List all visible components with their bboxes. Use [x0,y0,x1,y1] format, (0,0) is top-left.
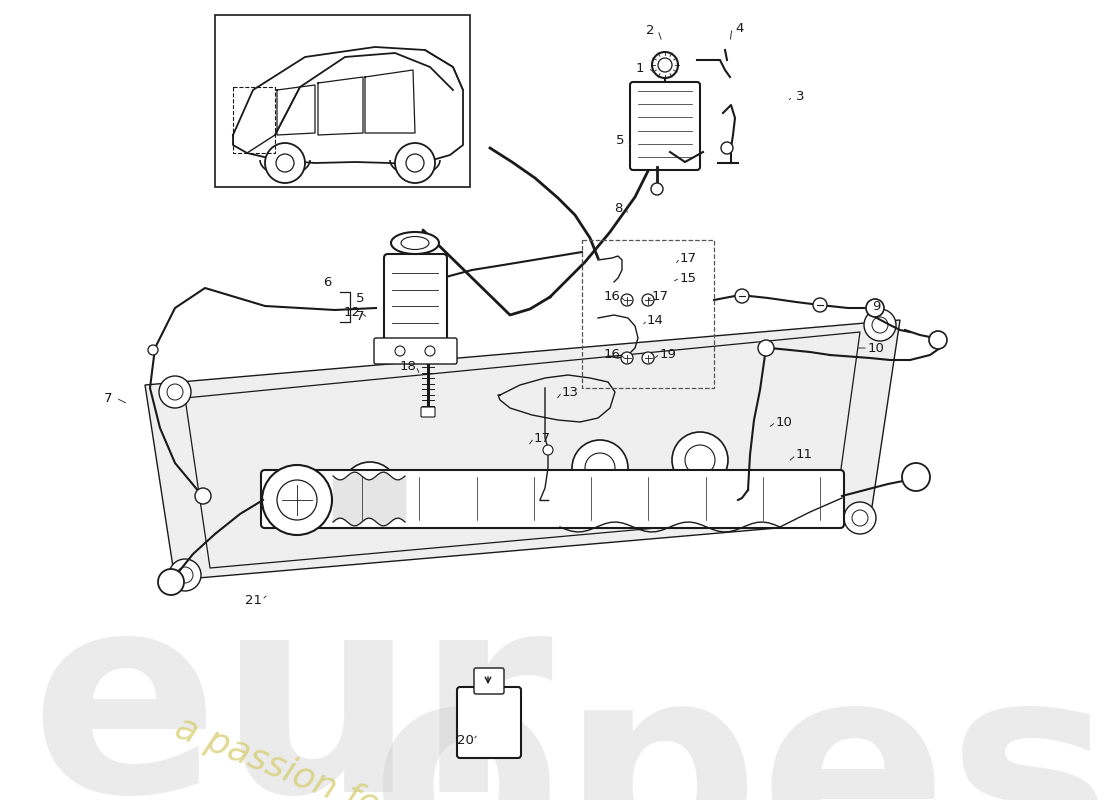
Circle shape [277,480,317,520]
FancyBboxPatch shape [630,82,700,170]
Circle shape [866,299,884,317]
FancyBboxPatch shape [474,668,504,694]
Circle shape [658,58,672,72]
Text: a passion for parts since 1985: a passion for parts since 1985 [170,710,689,800]
Text: 7: 7 [356,310,364,322]
Circle shape [572,440,628,496]
Text: 17: 17 [680,251,696,265]
Circle shape [265,143,305,183]
Circle shape [406,154,424,172]
Text: 5: 5 [616,134,625,146]
Text: 7: 7 [103,391,112,405]
Text: 6: 6 [323,275,332,289]
Circle shape [685,445,715,475]
Text: 9: 9 [872,299,880,313]
Text: 16: 16 [604,347,620,361]
Circle shape [621,294,632,306]
Text: 13: 13 [561,386,579,398]
Text: 17: 17 [534,431,550,445]
Circle shape [195,488,211,504]
Circle shape [585,453,615,483]
Text: eur: eur [30,580,553,800]
Circle shape [844,502,876,534]
Circle shape [720,142,733,154]
Circle shape [342,462,398,518]
Text: 4: 4 [736,22,745,34]
Circle shape [735,289,749,303]
Text: 3: 3 [795,90,804,102]
Text: 10: 10 [868,342,884,354]
Circle shape [872,317,888,333]
Text: 1: 1 [636,62,645,74]
Text: 16: 16 [604,290,620,302]
Circle shape [672,432,728,488]
Text: 12: 12 [343,306,361,318]
Text: 10: 10 [776,415,792,429]
Text: 20: 20 [456,734,473,746]
FancyBboxPatch shape [384,254,447,342]
FancyBboxPatch shape [421,407,434,417]
Text: 15: 15 [680,271,696,285]
Text: 19: 19 [660,347,676,361]
Circle shape [642,352,654,364]
Text: 18: 18 [399,359,417,373]
Text: 21: 21 [245,594,263,606]
Circle shape [425,346,435,356]
Bar [582,240,714,388]
Circle shape [651,183,663,195]
Polygon shape [145,320,900,580]
Text: 11: 11 [795,449,813,462]
Circle shape [158,569,184,595]
Text: 17: 17 [651,290,669,302]
Circle shape [169,559,201,591]
Circle shape [355,475,385,505]
Ellipse shape [390,232,439,254]
FancyBboxPatch shape [374,338,456,364]
Circle shape [758,340,774,356]
Ellipse shape [402,237,429,250]
Circle shape [543,445,553,455]
Circle shape [852,510,868,526]
Circle shape [930,331,947,349]
Bar [214,15,470,187]
Text: 2: 2 [646,23,654,37]
Circle shape [148,345,158,355]
Text: 8: 8 [614,202,623,214]
Circle shape [621,352,632,364]
Circle shape [652,52,678,78]
Circle shape [864,309,896,341]
Circle shape [642,294,654,306]
Circle shape [160,376,191,408]
Circle shape [902,463,930,491]
Circle shape [177,567,192,583]
Circle shape [395,346,405,356]
Text: 14: 14 [647,314,663,326]
FancyBboxPatch shape [456,687,521,758]
Circle shape [262,465,332,535]
FancyBboxPatch shape [261,470,844,528]
Circle shape [276,154,294,172]
Circle shape [167,384,183,400]
Text: opes: opes [370,650,1100,800]
Circle shape [813,298,827,312]
Circle shape [395,143,434,183]
Text: 5: 5 [356,291,364,305]
